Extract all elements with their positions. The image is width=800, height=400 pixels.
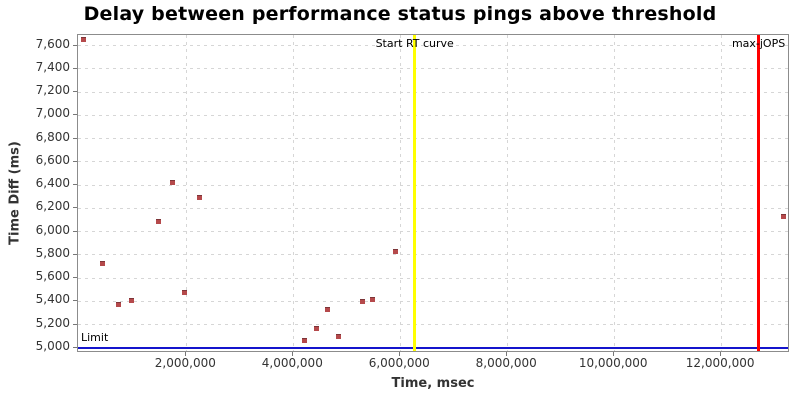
- x-tick: [613, 352, 615, 356]
- start-rt-curve-label: Start RT curve: [375, 37, 454, 50]
- chart-title: Delay between performance status pings a…: [83, 3, 717, 25]
- y-tick-label: 7,400: [35, 59, 70, 74]
- y-tick: [73, 346, 77, 348]
- y-tick: [73, 160, 77, 162]
- y-tick-label: 6,400: [35, 176, 70, 191]
- data-point: [301, 338, 307, 344]
- x-tick: [506, 352, 508, 356]
- h-gridline: [78, 207, 788, 209]
- data-point: [369, 296, 375, 302]
- h-gridline: [78, 114, 788, 116]
- x-tick-label: 10,000,000: [578, 356, 648, 370]
- y-tick-label: 5,600: [35, 269, 70, 284]
- v-gridline: [292, 35, 294, 351]
- y-tick: [73, 67, 77, 69]
- data-point: [359, 298, 365, 304]
- y-tick-label: 5,200: [35, 315, 70, 330]
- h-gridline: [78, 277, 788, 279]
- x-tick: [185, 352, 187, 356]
- data-point: [780, 214, 786, 220]
- h-gridline: [78, 184, 788, 186]
- h-gridline: [78, 91, 788, 93]
- h-gridline: [78, 300, 788, 302]
- y-tick: [73, 91, 77, 93]
- data-point: [156, 218, 162, 224]
- v-gridline: [399, 35, 401, 351]
- y-tick: [73, 323, 77, 325]
- data-point: [196, 195, 202, 201]
- y-tick: [73, 137, 77, 139]
- x-tick: [720, 352, 722, 356]
- y-tick-label: 6,000: [35, 222, 70, 237]
- y-tick: [73, 300, 77, 302]
- v-gridline: [185, 35, 187, 351]
- y-tick-label: 6,200: [35, 199, 70, 214]
- y-tick-label: 7,600: [35, 36, 70, 51]
- y-tick: [73, 230, 77, 232]
- x-tick-label: 12,000,000: [685, 356, 755, 370]
- h-gridline: [78, 324, 788, 326]
- data-point: [116, 302, 122, 308]
- v-gridline: [506, 35, 508, 351]
- data-point: [81, 37, 87, 43]
- x-tick-label: 2,000,000: [154, 356, 216, 370]
- data-point: [393, 248, 399, 254]
- data-point: [129, 297, 135, 303]
- plot-area: Limit Start RT curve max-jOPS: [77, 34, 789, 352]
- y-tick-label: 7,200: [35, 83, 70, 98]
- data-point: [325, 307, 331, 313]
- data-point: [335, 333, 341, 339]
- max-jops-label: max-jOPS: [731, 37, 786, 50]
- limit-line: [78, 346, 788, 349]
- h-gridline: [78, 231, 788, 233]
- limit-label: Limit: [81, 330, 109, 344]
- h-gridline: [78, 68, 788, 70]
- y-tick: [73, 207, 77, 209]
- v-gridline: [613, 35, 615, 351]
- x-tick: [399, 352, 401, 356]
- h-gridline: [78, 45, 788, 47]
- y-tick-label: 5,000: [35, 338, 70, 353]
- y-tick-label: 6,800: [35, 129, 70, 144]
- x-tick-label: 4,000,000: [261, 356, 323, 370]
- x-tick-label: 6,000,000: [368, 356, 430, 370]
- data-point: [100, 260, 106, 266]
- max-jops-line: [757, 35, 761, 351]
- y-tick-label: 5,400: [35, 292, 70, 307]
- h-gridline: [78, 138, 788, 140]
- x-tick-label: 8,000,000: [475, 356, 537, 370]
- h-gridline: [78, 161, 788, 163]
- y-tick-label: 5,800: [35, 245, 70, 260]
- y-tick: [73, 184, 77, 186]
- x-axis-title: Time, msec: [391, 376, 475, 391]
- data-point: [314, 325, 320, 331]
- y-tick: [73, 253, 77, 255]
- y-tick: [73, 277, 77, 279]
- data-point: [169, 180, 175, 186]
- start-rt-curve-line: [413, 35, 417, 351]
- y-tick-label: 6,600: [35, 152, 70, 167]
- v-gridline: [720, 35, 722, 351]
- y-tick: [73, 114, 77, 116]
- data-point: [182, 289, 188, 295]
- h-gridline: [78, 254, 788, 256]
- y-tick: [73, 44, 77, 46]
- y-tick-label: 7,000: [35, 106, 70, 121]
- x-tick: [292, 352, 294, 356]
